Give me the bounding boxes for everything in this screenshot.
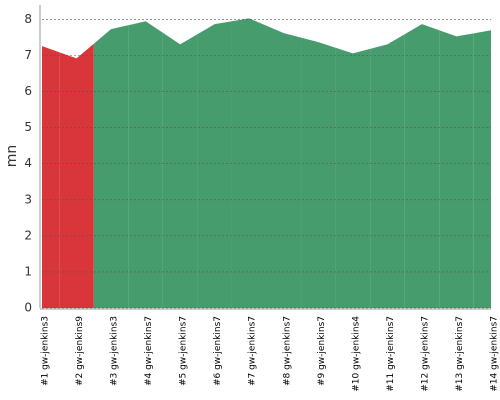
y-tick-label: 5 — [24, 120, 32, 134]
x-tick-label: #5 gw-jenkins7 — [179, 316, 189, 386]
y-tick-label: 1 — [24, 264, 32, 278]
area-segment — [266, 25, 302, 309]
y-tick-label: 8 — [24, 12, 32, 26]
y-tick-label: 7 — [24, 48, 32, 62]
x-tick-label: #7 gw-jenkins7 — [248, 316, 258, 386]
y-axis-label: mn — [4, 145, 20, 168]
area-segment — [93, 25, 129, 308]
area-segment — [301, 37, 336, 308]
area-segment — [59, 43, 94, 308]
area-segment — [128, 21, 163, 308]
x-tick-label: #2 gw-jenkins9 — [75, 316, 85, 386]
x-tick-label: #9 gw-jenkins7 — [317, 316, 327, 386]
area-segment — [439, 30, 474, 308]
area-segment — [473, 30, 491, 308]
y-tick-label: 2 — [24, 228, 32, 242]
area-segment — [335, 47, 371, 309]
y-tick-label: 0 — [24, 301, 32, 315]
area-segment — [42, 46, 60, 308]
x-tick-label: #8 gw-jenkins7 — [282, 316, 292, 386]
x-tick-label: #10 gw-jenkins4 — [351, 316, 361, 392]
y-tick-label: 6 — [24, 84, 32, 98]
x-tick-label: #13 gw-jenkins7 — [455, 316, 465, 392]
x-tick-label: #4 gw-jenkins7 — [144, 316, 154, 386]
y-tick-label: 3 — [24, 192, 32, 206]
area-segment — [162, 32, 198, 309]
x-tick-label: #11 gw-jenkins7 — [386, 316, 396, 392]
area-segment — [404, 24, 440, 308]
x-tick-label: #12 gw-jenkins7 — [420, 316, 430, 392]
x-tick-label: #3 gw-jenkins3 — [110, 316, 120, 386]
y-tick-label: 4 — [24, 156, 32, 170]
area-segment — [197, 21, 232, 308]
area-segment — [231, 18, 267, 308]
x-tick-label: #6 gw-jenkins7 — [213, 316, 223, 386]
x-tick-label: #14 gw-jenkins7 — [490, 316, 500, 392]
x-tick-label: #1 gw-jenkins3 — [41, 316, 51, 386]
area-segment — [370, 34, 405, 308]
